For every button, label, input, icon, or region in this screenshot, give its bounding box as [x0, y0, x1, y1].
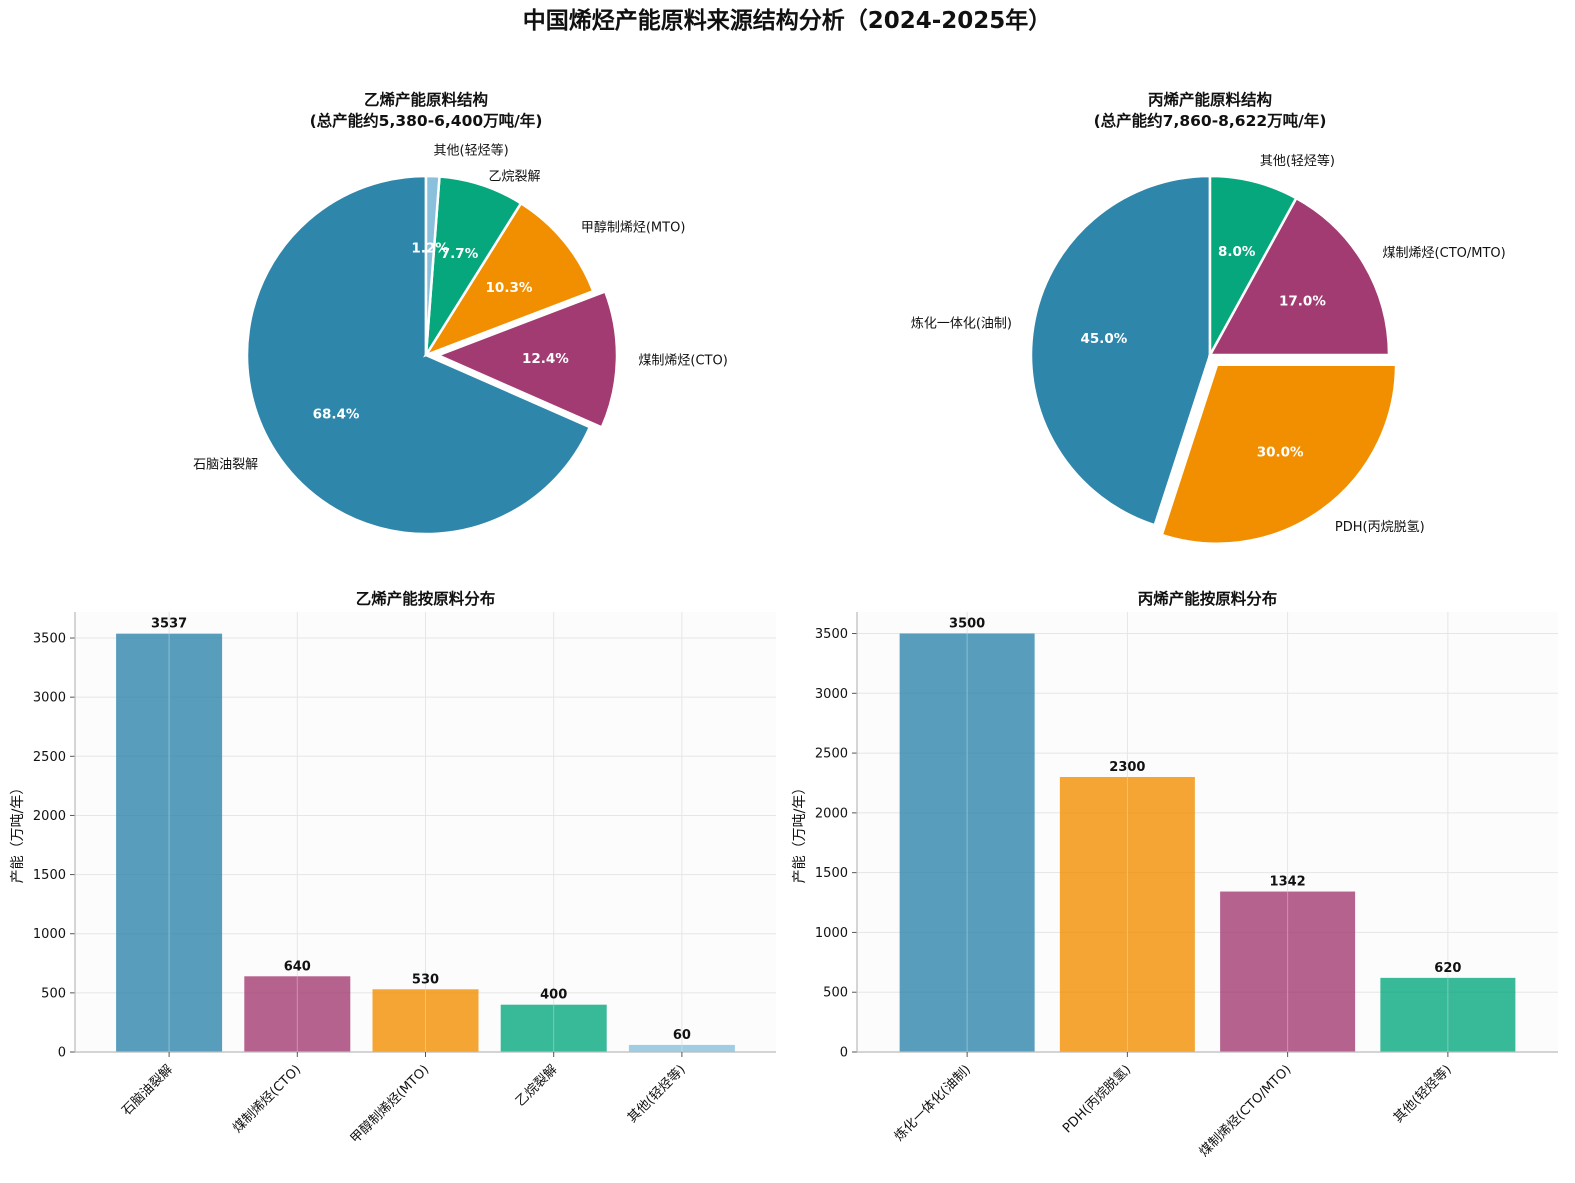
pie-category-label: 石脑油裂解 — [193, 458, 258, 473]
pie-percent-label: 17.0% — [1279, 293, 1326, 309]
propylene-bar-chart: 丙烯产能按原料分布 0 500 1000 1500 2000 2500 3000 3500 350… — [792, 589, 1558, 1160]
pie-subtitle: (总产能约5,380-6,400万吨/年) — [310, 111, 543, 130]
bar-value-label: 3537 — [151, 617, 187, 632]
x-tick-label: PDH(丙烷脱氢) — [1060, 1062, 1134, 1136]
pie-category-label: 煤制烯烃(CTO) — [638, 353, 727, 368]
y-tick-label: 2000 — [815, 806, 848, 821]
pie-percent-label: 30.0% — [1257, 445, 1304, 461]
pie-subtitle: (总产能约7,860-8,622万吨/年) — [1094, 111, 1327, 130]
bar — [1380, 977, 1516, 1052]
y-tick-label: 500 — [823, 986, 848, 1001]
pie-category-label: 其他(轻烃等) — [1260, 153, 1335, 169]
y-tick-label: 500 — [41, 986, 66, 1001]
pie-slice — [424, 174, 441, 356]
pie-slice — [1207, 196, 1391, 357]
pie-title: 乙烯产能原料结构 — [364, 90, 488, 109]
pie-percent-label: 68.4% — [313, 407, 360, 423]
bar-value-label: 60 — [673, 1028, 691, 1043]
y-tick-label: 3500 — [33, 632, 66, 647]
bar-value-label: 3500 — [949, 617, 985, 632]
y-tick-label: 2500 — [33, 750, 66, 765]
bar-chart-title: 丙烯产能按原料分布 — [1138, 589, 1278, 608]
x-tick-label: 其他(轻烃等) — [1390, 1062, 1454, 1126]
pie-category-label: 其他(轻烃等) — [434, 143, 509, 159]
bar-value-label: 400 — [540, 988, 567, 1003]
pie-percent-label: 8.0% — [1218, 244, 1256, 260]
pie-category-label: 甲醇制烯烃(MTO) — [581, 220, 686, 236]
y-tick-label: 1000 — [815, 926, 848, 941]
pie-category-label: 乙烷裂解 — [489, 170, 541, 185]
bar-value-label: 1342 — [1270, 875, 1306, 890]
bar-value-label: 640 — [284, 959, 311, 974]
bar-chart-title: 乙烯产能按原料分布 — [356, 589, 496, 608]
x-tick-label: 其他(轻烃等) — [624, 1062, 688, 1126]
pie-slice — [422, 201, 595, 358]
y-axis-label: 产能（万吨/年） — [792, 781, 808, 884]
x-tick-label: 乙烷裂解 — [513, 1062, 560, 1109]
bar — [244, 976, 351, 1052]
pie-percent-label: 7.7% — [441, 246, 479, 262]
y-tick-label: 3000 — [33, 691, 66, 706]
bar — [1220, 891, 1356, 1052]
pie-percent-label: 12.4% — [522, 351, 569, 367]
pie-slice — [434, 289, 619, 430]
pie-title: 丙烯产能原料结构 — [1148, 90, 1272, 109]
y-tick-label: 1000 — [33, 927, 66, 942]
bar — [116, 633, 223, 1052]
pie-percent-label: 45.0% — [1081, 331, 1128, 347]
y-tick-label: 0 — [840, 1046, 848, 1061]
x-tick-label: 甲醇制烯烃(MTO) — [347, 1062, 432, 1147]
x-tick-label: 炼化一体化(油制) — [892, 1062, 974, 1144]
bar — [1059, 777, 1195, 1052]
ethylene-pie-chart: 乙烯产能原料结构 (总产能约5,380-6,400万吨/年) 68.4% 石脑油裂解 1… — [193, 90, 728, 536]
propylene-pie-chart: 丙烯产能原料结构 (总产能约7,860-8,622万吨/年) 45.0% 炼化一体化(… — [911, 90, 1506, 545]
x-tick-label: 煤制烯烃(CTO) — [230, 1062, 304, 1136]
bar-value-label: 620 — [1434, 961, 1461, 976]
y-tick-label: 3500 — [815, 627, 848, 642]
x-tick-label: 石脑油裂解 — [119, 1062, 176, 1119]
pie-category-label: 炼化一体化(油制) — [911, 317, 1012, 332]
bar — [899, 633, 1035, 1052]
pie-percent-label: 10.3% — [486, 280, 533, 296]
pie-slice — [245, 174, 592, 536]
y-tick-label: 3000 — [815, 687, 848, 702]
y-tick-label: 2000 — [33, 809, 66, 824]
y-tick-label: 2500 — [815, 747, 848, 762]
bar — [500, 1004, 607, 1052]
y-tick-label: 1500 — [33, 868, 66, 883]
figure-title: 中国烯烃产能原料来源结构分析（2024-2025年） — [523, 7, 1052, 34]
pie-slice — [1029, 174, 1212, 527]
pie-category-label: 煤制烯烃(CTO/MTO) — [1383, 246, 1506, 261]
bar-value-label: 530 — [412, 972, 439, 987]
pie-category-label: PDH(丙烷脱氢) — [1335, 520, 1425, 535]
y-tick-label: 1500 — [815, 866, 848, 881]
y-axis-label: 产能（万吨/年） — [10, 781, 26, 884]
bar — [372, 989, 479, 1052]
pie-slice — [1160, 363, 1398, 545]
pie-percent-label: 1.2% — [411, 241, 449, 257]
x-tick-label: 煤制烯烃(CTO/MTO) — [1197, 1062, 1295, 1160]
pie-slice — [1208, 174, 1298, 356]
ethylene-bar-chart: 乙烯产能按原料分布 0 500 1000 1500 2000 2500 3000 3500 353… — [10, 589, 776, 1147]
bar — [628, 1044, 735, 1052]
bar-value-label: 2300 — [1109, 760, 1145, 775]
y-tick-label: 0 — [58, 1046, 66, 1061]
